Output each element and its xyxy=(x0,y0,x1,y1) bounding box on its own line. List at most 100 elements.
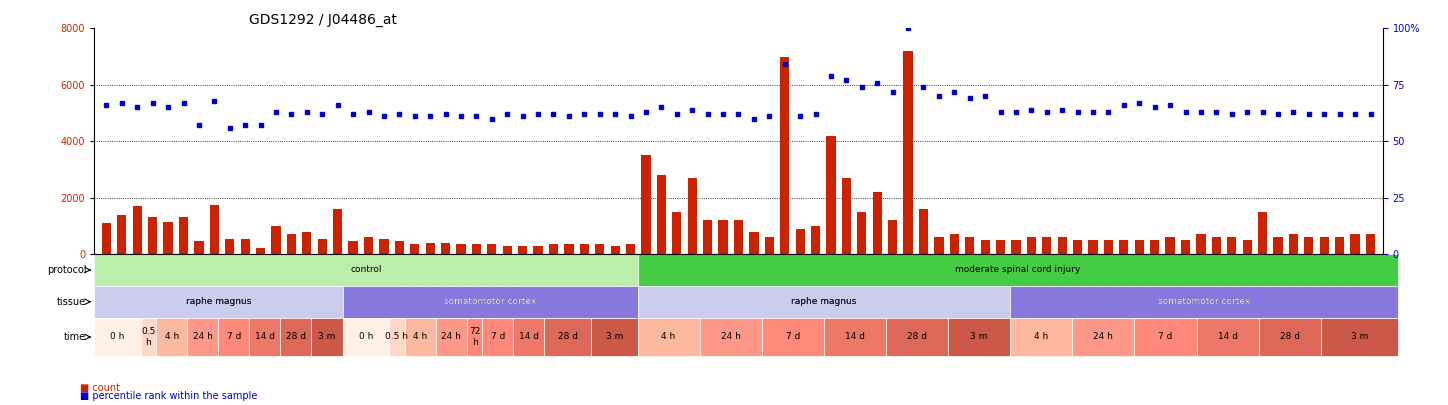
Bar xyxy=(379,239,388,254)
Text: somatomotor cortex: somatomotor cortex xyxy=(1158,297,1251,306)
Bar xyxy=(1212,237,1221,254)
Bar xyxy=(281,318,311,356)
Bar xyxy=(333,209,342,254)
Bar xyxy=(1335,237,1344,254)
Bar xyxy=(271,226,281,254)
Bar xyxy=(749,232,759,254)
Text: 3 m: 3 m xyxy=(970,333,988,341)
Bar xyxy=(1321,318,1399,356)
Bar xyxy=(426,243,434,254)
Text: protocol: protocol xyxy=(46,265,87,275)
Bar xyxy=(637,318,699,356)
Bar xyxy=(795,229,805,254)
Bar xyxy=(824,318,886,356)
Bar xyxy=(1351,234,1360,254)
Text: raphe magnus: raphe magnus xyxy=(791,297,857,306)
Bar xyxy=(164,222,172,254)
Bar xyxy=(1182,240,1190,254)
Text: ■ count: ■ count xyxy=(80,383,120,393)
Bar xyxy=(502,246,513,254)
Text: 28 d: 28 d xyxy=(1280,333,1300,341)
Bar xyxy=(1135,240,1144,254)
Text: 7 d: 7 d xyxy=(227,333,240,341)
Bar xyxy=(410,244,420,254)
Bar xyxy=(934,237,944,254)
Text: 0 h: 0 h xyxy=(110,333,125,341)
Bar xyxy=(101,223,111,254)
Bar xyxy=(1073,318,1134,356)
Text: 24 h: 24 h xyxy=(442,333,460,341)
Bar xyxy=(672,212,682,254)
Text: somatomotor cortex: somatomotor cortex xyxy=(445,297,536,306)
Bar xyxy=(1103,240,1114,254)
Bar xyxy=(442,243,450,254)
Bar xyxy=(1258,212,1267,254)
Bar xyxy=(841,178,851,254)
Bar xyxy=(1089,240,1098,254)
Bar xyxy=(919,209,928,254)
Bar xyxy=(219,318,249,356)
Bar xyxy=(765,237,773,254)
Bar xyxy=(780,57,789,254)
Text: 24 h: 24 h xyxy=(721,333,741,341)
Bar xyxy=(240,239,251,254)
Bar xyxy=(317,239,327,254)
Bar xyxy=(1319,237,1329,254)
Bar xyxy=(436,318,466,356)
Bar xyxy=(140,318,156,356)
Bar xyxy=(1166,237,1174,254)
Bar xyxy=(704,220,712,254)
Bar xyxy=(1226,237,1237,254)
Text: raphe magnus: raphe magnus xyxy=(185,297,251,306)
Bar xyxy=(595,244,604,254)
Text: 24 h: 24 h xyxy=(193,333,213,341)
Bar xyxy=(395,241,404,254)
Bar xyxy=(591,318,637,356)
Bar xyxy=(94,286,343,318)
Bar xyxy=(487,244,497,254)
Text: moderate spinal cord injury: moderate spinal cord injury xyxy=(956,266,1080,275)
Bar xyxy=(1242,240,1253,254)
Bar xyxy=(1011,318,1073,356)
Bar xyxy=(857,212,866,254)
Bar xyxy=(549,244,557,254)
Text: somatomotor cortex: somatomotor cortex xyxy=(1158,297,1251,306)
Bar xyxy=(1305,237,1313,254)
Text: 14 d: 14 d xyxy=(846,333,864,341)
Text: 4 h: 4 h xyxy=(662,333,676,341)
Text: 3 m: 3 m xyxy=(319,333,336,341)
Bar xyxy=(688,178,696,254)
Bar xyxy=(579,244,589,254)
Text: 24 h: 24 h xyxy=(1093,333,1114,341)
Bar xyxy=(287,234,295,254)
Text: raphe magnus: raphe magnus xyxy=(185,297,251,306)
Bar xyxy=(1134,318,1196,356)
Bar xyxy=(637,254,1399,286)
Bar xyxy=(533,246,543,254)
Bar xyxy=(390,318,404,356)
Text: ■ percentile rank within the sample: ■ percentile rank within the sample xyxy=(80,391,256,401)
Bar xyxy=(886,318,948,356)
Bar xyxy=(133,206,142,254)
Bar xyxy=(187,318,219,356)
Text: somatomotor cortex: somatomotor cortex xyxy=(445,297,536,306)
Bar xyxy=(514,318,544,356)
Bar xyxy=(194,241,204,254)
Bar xyxy=(343,318,390,356)
Bar xyxy=(948,318,1011,356)
Text: 14 d: 14 d xyxy=(1218,333,1238,341)
Bar xyxy=(611,246,620,254)
Bar xyxy=(1027,237,1035,254)
Text: 28 d: 28 d xyxy=(906,333,927,341)
Text: 0 h: 0 h xyxy=(359,333,374,341)
Bar xyxy=(626,244,636,254)
Bar xyxy=(1365,234,1376,254)
Bar xyxy=(349,241,358,254)
Text: 72
h: 72 h xyxy=(469,327,481,347)
Text: GDS1292 / J04486_at: GDS1292 / J04486_at xyxy=(249,13,397,27)
Bar xyxy=(94,318,140,356)
Text: 28 d: 28 d xyxy=(285,333,306,341)
Bar xyxy=(117,215,126,254)
Bar xyxy=(363,237,374,254)
Bar xyxy=(1258,318,1321,356)
